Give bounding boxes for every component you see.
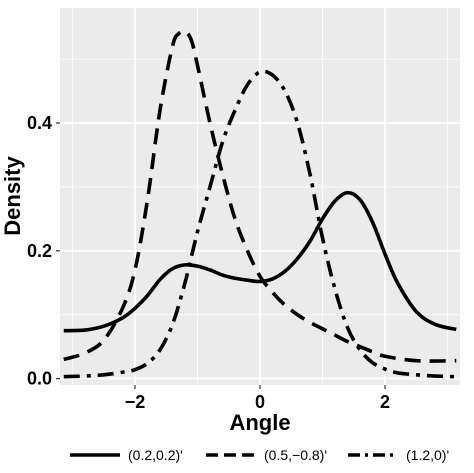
x-tick-label: 0	[255, 392, 265, 412]
y-tick-label: 0.4	[27, 113, 52, 133]
x-tick-label: 2	[380, 392, 390, 412]
y-tick-label: 0.2	[27, 241, 52, 261]
x-tick-label: −2	[125, 392, 146, 412]
series-line-3	[63, 69, 457, 379]
legend-label-2: (0.5,−0.8)'	[264, 447, 327, 463]
series-line-1	[63, 190, 457, 333]
legend-label-3: (1.2,0)'	[406, 447, 449, 463]
y-axis: 0.0 0.2 0.4	[27, 113, 60, 389]
x-axis: −2 0 2	[125, 385, 390, 412]
legend: (0.2,0.2)' (0.5,−0.8)' (1.2,0)'	[70, 447, 449, 463]
x-axis-title: Angle	[229, 410, 290, 435]
y-tick-label: 0.0	[27, 369, 52, 389]
y-axis-title: Density	[0, 156, 25, 236]
grid-lines	[60, 8, 460, 385]
series-line-2	[63, 29, 457, 363]
legend-label-1: (0.2,0.2)'	[128, 447, 183, 463]
series-lines	[63, 29, 457, 379]
